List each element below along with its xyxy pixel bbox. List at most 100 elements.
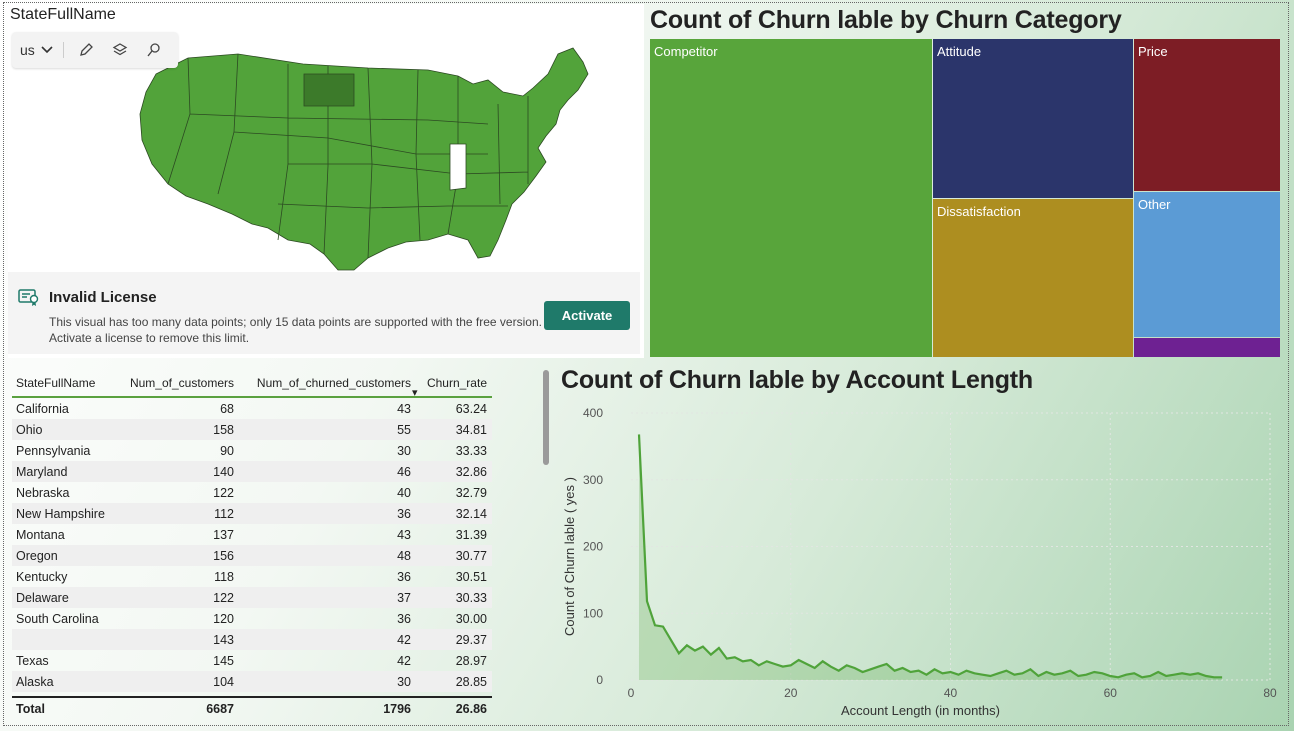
table-cell: Alaska	[16, 674, 54, 689]
column-header-sorted[interactable]: Churn_rate ▾	[411, 376, 487, 399]
y-tick-label: 0	[596, 673, 603, 687]
total-cell: 1796	[383, 702, 411, 716]
table-row[interactable]: Kentucky 118 36 30.51	[12, 566, 492, 587]
table-row[interactable]: Alaska 104 30 28.85	[12, 671, 492, 692]
table-cell: 143	[213, 632, 234, 647]
table-row[interactable]: Nebraska 122 40 32.79	[12, 482, 492, 503]
table-cell: 28.97	[455, 653, 487, 668]
table-cell: 112	[214, 506, 234, 521]
y-tick-label: 200	[583, 540, 603, 554]
table-cell: 37	[397, 590, 411, 605]
treemap-cell-competitor[interactable]: Competitor	[650, 39, 932, 357]
activate-button[interactable]: Activate	[544, 301, 630, 330]
table-row[interactable]: Oregon 156 48 30.77	[12, 545, 492, 566]
table-cell: 122	[213, 590, 234, 605]
table-cell: 36	[397, 506, 411, 521]
x-tick-label: 0	[628, 686, 635, 700]
treemap-cell-other[interactable]: Other	[1134, 192, 1280, 337]
treemap-cell-label: Attitude	[937, 44, 982, 59]
account-length-chart[interactable]: 0 100 200 300 400 0 20 40 60 80 Account Length (in…	[555, 395, 1285, 725]
table-cell: California	[16, 401, 69, 416]
table-row[interactable]: Pennsylvania 90 30 33.33	[12, 440, 492, 461]
table-row[interactable]: Maryland 140 46 32.86	[12, 461, 492, 482]
pencil-icon[interactable]	[74, 38, 98, 62]
table-row[interactable]: Montana 137 43 31.39	[12, 524, 492, 545]
table-cell: 30.33	[455, 590, 487, 605]
state-churn-table: StateFullName Num_of_customers Num_of_ch…	[12, 370, 492, 720]
table-body: California 68 43 63.24 Ohio 158 55 34.81 Pennsyl…	[12, 398, 492, 692]
table-cell: 158	[213, 422, 234, 437]
table-cell: 46	[397, 464, 411, 479]
column-header[interactable]: Num_of_churned_customers	[256, 376, 411, 390]
table-cell: Maryland	[16, 464, 68, 479]
treemap-cell-label: Other	[1138, 197, 1171, 212]
table-row[interactable]: 143 42 29.37	[12, 629, 492, 650]
map-states	[139, 47, 589, 271]
table-cell: 34.81	[455, 422, 487, 437]
x-tick-label: 80	[1263, 686, 1277, 700]
table-row[interactable]: South Carolina 120 36 30.00	[12, 608, 492, 629]
table-cell: Ohio	[16, 422, 43, 437]
table-row[interactable]: New Hampshire 112 36 32.14	[12, 503, 492, 524]
search-icon[interactable]	[142, 38, 166, 62]
us-map[interactable]	[128, 44, 608, 274]
map-toolbar: us	[12, 32, 178, 68]
table-cell: 36	[397, 611, 411, 626]
total-cell: 6687	[206, 702, 234, 716]
table-cell: 43	[397, 527, 411, 542]
treemap-cell-label: Competitor	[654, 44, 718, 59]
table-cell: Texas	[16, 653, 49, 668]
treemap-cell-price[interactable]: Price	[1134, 39, 1280, 191]
table-cell: 32.14	[455, 506, 487, 521]
table-cell: 31.39	[455, 527, 487, 542]
table-scrollbar[interactable]	[543, 370, 549, 465]
table-total-row: Total 6687 1796 26.86	[12, 696, 492, 720]
sort-descending-icon: ▾	[412, 387, 418, 399]
table-cell: 30	[397, 674, 411, 689]
table-cell: 118	[214, 569, 234, 584]
line-chart-title: Count of Churn lable by Account Length	[561, 366, 1033, 394]
treemap-cell-dissatisfaction[interactable]: Dissatisfaction	[933, 199, 1133, 357]
series-area	[638, 434, 1223, 680]
table-header: StateFullName Num_of_customers Num_of_ch…	[12, 370, 492, 399]
table-cell: Delaware	[16, 590, 69, 605]
license-message: This visual has too many data points; on…	[49, 315, 542, 345]
table-cell: 68	[220, 401, 234, 416]
map-visual[interactable]: StateFullName us	[8, 4, 644, 358]
region-select[interactable]: us	[20, 42, 64, 58]
table-cell: 30	[397, 443, 411, 458]
table-cell: 104	[213, 674, 234, 689]
table-cell: Montana	[16, 527, 65, 542]
table-row[interactable]: California 68 43 63.24	[12, 398, 492, 419]
x-tick-label: 40	[944, 686, 958, 700]
table-cell: 140	[213, 464, 234, 479]
table-cell: 42	[397, 653, 411, 668]
x-tick-label: 60	[1104, 686, 1118, 700]
treemap-cell-attitude[interactable]: Attitude	[933, 39, 1133, 198]
column-header[interactable]: Num_of_customers	[129, 376, 234, 390]
table-cell: 48	[397, 548, 411, 563]
table-cell: South Carolina	[16, 611, 99, 626]
layers-icon[interactable]	[108, 38, 132, 62]
table-cell: 90	[220, 443, 234, 458]
series-line	[637, 434, 1223, 679]
table-cell: 32.86	[455, 464, 487, 479]
treemap-cell-label: Dissatisfaction	[937, 204, 1021, 219]
table-cell: New Hampshire	[16, 506, 105, 521]
table-cell: 33.33	[455, 443, 487, 458]
y-tick-label: 100	[583, 606, 603, 620]
table-cell: 63.24	[455, 401, 487, 416]
total-cell: 26.86	[455, 702, 487, 716]
table-cell: 42	[397, 632, 411, 647]
table-cell: 30.77	[455, 548, 487, 563]
x-axis-label: Account Length (in months)	[841, 703, 1000, 718]
table-row[interactable]: Ohio 158 55 34.81	[12, 419, 492, 440]
table-row[interactable]: Texas 145 42 28.97	[12, 650, 492, 671]
table-cell: 156	[213, 548, 234, 563]
table-row[interactable]: Delaware 122 37 30.33	[12, 587, 492, 608]
table-cell: 30.51	[455, 569, 487, 584]
treemap-cell-unlabeled[interactable]	[1134, 338, 1280, 357]
column-header[interactable]: StateFullName	[16, 376, 96, 390]
license-warning: Invalid License This visual has too many…	[8, 272, 640, 354]
table-cell: Nebraska	[16, 485, 70, 500]
